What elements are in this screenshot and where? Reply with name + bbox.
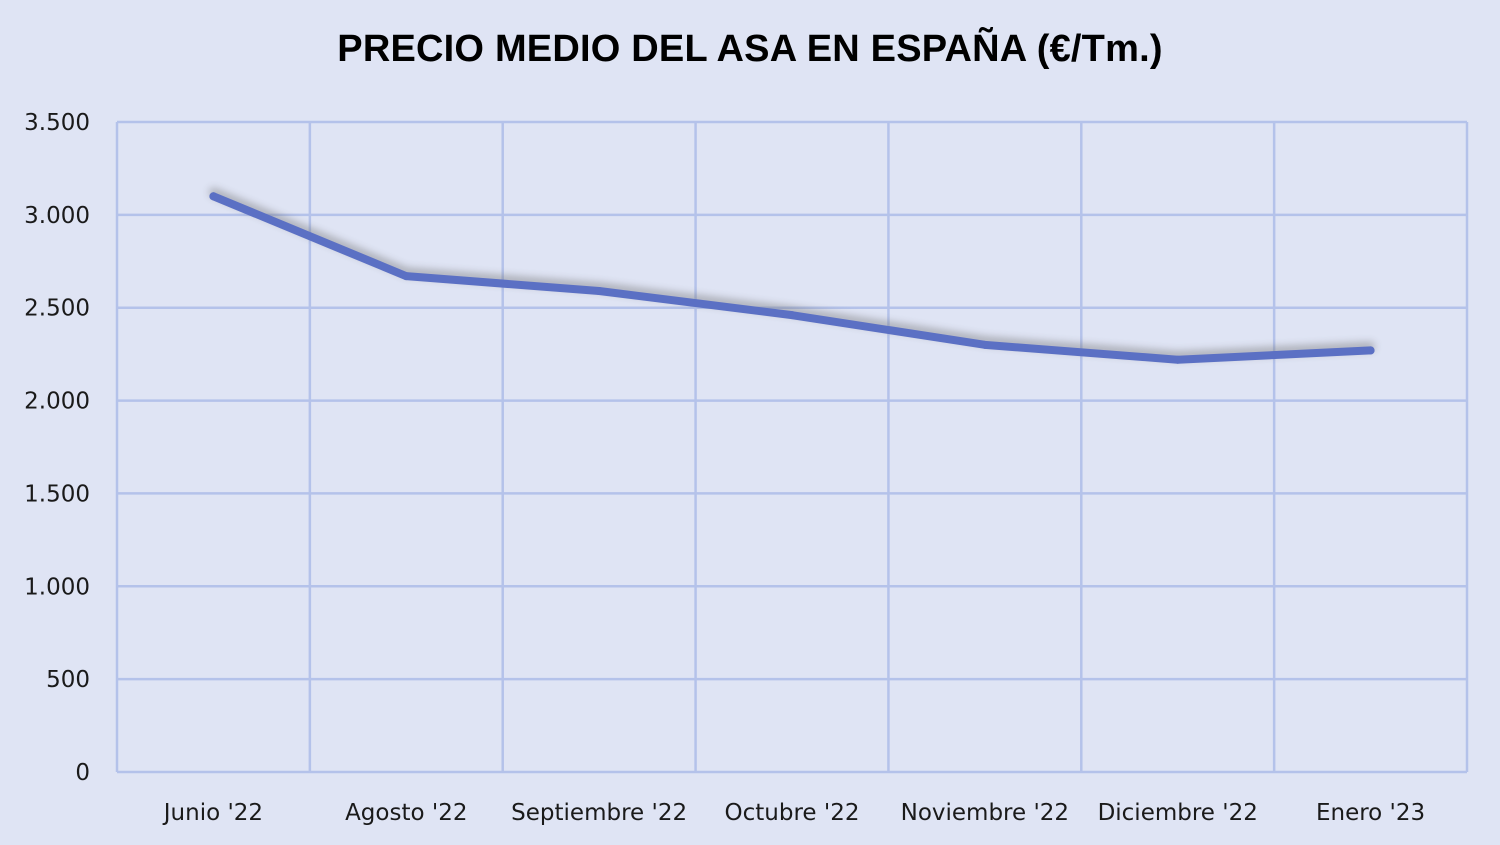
series-layer [208,187,1376,364]
x-tick-label: Enero '23 [1316,800,1425,826]
y-tick-label: 3.500 [24,110,90,136]
data-point [402,272,411,281]
y-tick-label: 500 [46,667,90,693]
y-tick-label: 3.000 [24,203,90,229]
data-point [595,287,604,295]
data-point [980,340,989,349]
x-tick-label: Octubre '22 [725,800,860,826]
x-axis-ticks: Junio '22 Agosto '22 Septiembre '22 Octubre… [162,800,1425,826]
chart-title: PRECIO MEDIO DEL ASA EN ESPAÑA (€/Tm.) [337,28,1163,70]
y-tick-label: 0 [75,760,90,786]
x-tick-label: Diciembre '22 [1098,800,1258,826]
data-point [209,192,218,201]
data-point [1173,355,1182,364]
y-tick-label: 1.000 [24,574,90,600]
x-tick-label: Noviembre '22 [901,800,1069,826]
y-tick-label: 2.500 [24,296,90,322]
data-point [1366,346,1375,355]
x-tick-label: Septiembre '22 [511,800,687,826]
y-tick-label: 1.500 [24,481,90,507]
grid-layer [115,120,1469,774]
series-line-shadow [208,187,1376,361]
y-tick-label: 2.000 [24,389,90,415]
y-axis-ticks: 0 500 1.000 1.500 2.000 2.500 3.000 3.500 [24,110,90,786]
series-line [209,192,1375,364]
x-tick-label: Agosto '22 [345,800,467,826]
x-tick-label: Junio '22 [162,800,263,826]
data-point [788,311,796,320]
